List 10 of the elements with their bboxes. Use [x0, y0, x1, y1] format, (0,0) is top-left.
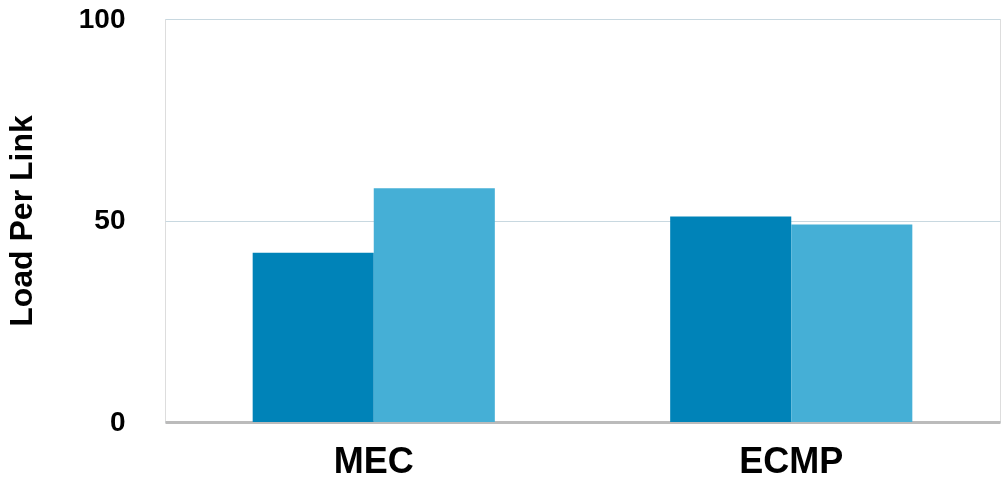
y-axis-title: Load Per Link: [2, 115, 39, 327]
x-tick-label: MEC: [333, 439, 414, 481]
bar: [791, 224, 913, 422]
y-tick-label: 100: [78, 2, 126, 34]
x-tick-label: ECMP: [739, 439, 844, 481]
y-tick-label: 50: [94, 204, 126, 235]
bar: [252, 252, 374, 422]
bar: [373, 188, 495, 422]
y-tick-label: 0: [109, 405, 126, 437]
bar: [670, 216, 792, 422]
